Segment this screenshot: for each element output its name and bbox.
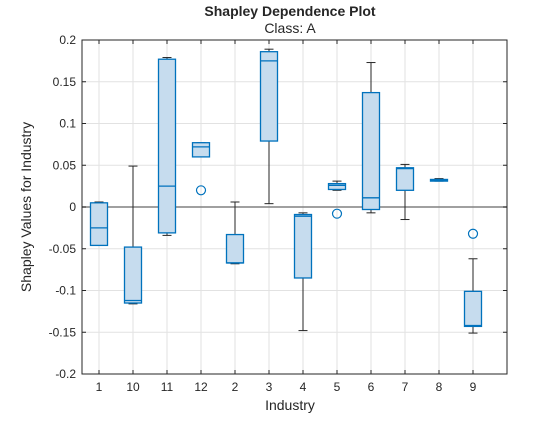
y-tick-label: 0.15 (53, 75, 77, 89)
box-body (89, 202, 109, 247)
box-1 (89, 201, 109, 247)
plot-layer (89, 48, 483, 334)
box-2 (225, 201, 245, 265)
x-axis-label: Industry (265, 397, 315, 413)
box-3 (259, 48, 279, 205)
y-tick-label: 0.2 (59, 33, 76, 47)
outlier-point (195, 185, 207, 196)
box-body (395, 167, 415, 191)
box-body (327, 182, 347, 191)
x-tick-label: 12 (194, 380, 208, 394)
box-12 (191, 142, 211, 196)
box-10 (123, 165, 143, 305)
x-tick-label: 7 (402, 380, 409, 394)
box-9 (463, 228, 483, 334)
y-tick-label: -0.05 (49, 242, 77, 256)
y-tick-label: 0.1 (59, 117, 76, 131)
box-5 (327, 180, 347, 219)
x-tick-label: 5 (334, 380, 341, 394)
box-body (293, 213, 313, 279)
box-body (123, 246, 143, 304)
box-8 (429, 178, 449, 182)
box-11 (157, 57, 177, 236)
y-axis-label: Shapley Values for Industry (18, 122, 34, 292)
y-tick-label: -0.1 (55, 284, 76, 298)
x-tick-label: 9 (470, 380, 477, 394)
box-body (463, 290, 483, 328)
x-tick-label: 1 (96, 380, 103, 394)
box-7 (395, 163, 415, 221)
y-tick-label: -0.2 (55, 367, 76, 381)
outlier-point (467, 228, 479, 239)
axis-layer: -0.2 -0.15 -0.1 -0.05 0 0.05 0.1 0.15 0.2 1 10 11 12… (49, 33, 508, 394)
chart-title: Shapley Dependence Plot (204, 3, 375, 19)
box-6 (361, 62, 381, 214)
y-tick-label: -0.15 (49, 325, 77, 339)
box-body (259, 51, 279, 142)
outlier-point (331, 208, 343, 219)
x-tick-label: 8 (436, 380, 443, 394)
box-body (361, 91, 381, 211)
box-4 (293, 212, 313, 332)
grid-layer (82, 39, 507, 375)
chart-subtitle: Class: A (264, 20, 316, 36)
x-tick-label: 3 (266, 380, 273, 394)
box-body (191, 142, 211, 158)
x-tick-label: 10 (126, 380, 140, 394)
x-tick-label: 2 (232, 380, 239, 394)
box-body (157, 58, 177, 234)
x-tick-label: 4 (300, 380, 307, 394)
box-body (225, 233, 245, 264)
x-tick-label: 6 (368, 380, 375, 394)
y-tick-label: 0.05 (53, 158, 77, 172)
x-tick-label: 11 (161, 380, 174, 394)
y-tick-label: 0 (69, 200, 76, 214)
